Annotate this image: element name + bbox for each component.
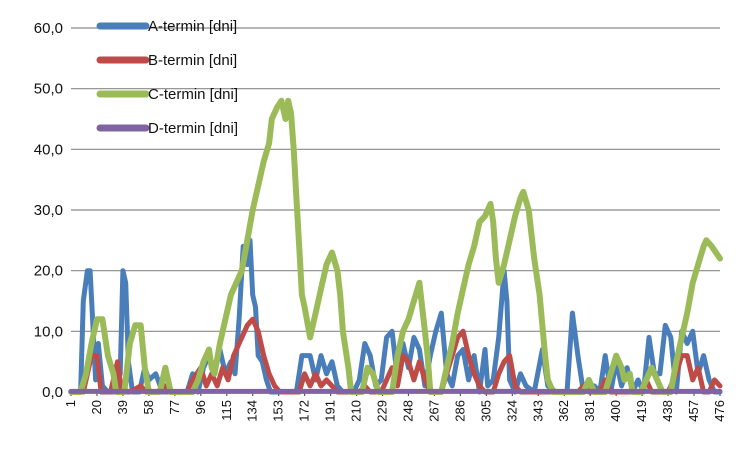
series-lines: [68, 97, 723, 395]
x-tick-label: 191: [323, 400, 338, 422]
legend-label-b: B-termin [dni]: [148, 52, 237, 69]
x-tick-label: 58: [141, 400, 156, 414]
x-tick-label: 172: [297, 400, 312, 422]
y-tick-label: 20,0: [34, 263, 63, 280]
x-tick-label: 134: [245, 400, 260, 422]
x-tick-label: 305: [478, 400, 493, 422]
x-tick-label: 381: [582, 400, 597, 422]
x-tick-label: 20: [89, 400, 104, 414]
gridlines: [71, 27, 720, 332]
x-tick-label: 1: [63, 400, 78, 407]
y-tick-label: 30,0: [34, 202, 63, 219]
x-tick-label: 248: [400, 400, 415, 422]
legend-label-a: A-termin [dni]: [148, 18, 237, 35]
y-axis-tick-labels: 0,0 10,0 20,0 30,0 40,0 50,0 60,0: [34, 20, 63, 401]
y-tick-label: 60,0: [34, 20, 63, 37]
legend-label-c: C-termin [dni]: [148, 86, 238, 103]
y-tick-label: 0,0: [42, 384, 63, 401]
x-tick-label: 210: [349, 400, 364, 422]
legend-label-d: D-termin [dni]: [148, 120, 238, 137]
x-tick-label: 324: [504, 400, 519, 422]
x-tick-label: 343: [530, 400, 545, 422]
x-tick-label: 476: [712, 400, 727, 422]
x-tick-label: 419: [634, 400, 649, 422]
x-axis-tick-labels: 1 20 39 58 77 96 115 134 153 172 191 210 229 248 267 28…: [63, 392, 727, 422]
x-tick-label: 267: [426, 400, 441, 422]
x-tick-label: 286: [452, 400, 467, 422]
x-tick-label: 96: [193, 400, 208, 414]
y-tick-label: 40,0: [34, 141, 63, 158]
x-tick-label: 362: [556, 400, 571, 422]
x-tick-label: 229: [375, 400, 390, 422]
x-tick-label: 457: [686, 400, 701, 422]
x-tick-label: 153: [271, 400, 286, 422]
y-tick-label: 50,0: [34, 81, 63, 98]
x-tick-label: 438: [660, 400, 675, 422]
x-tick-label: 115: [219, 400, 234, 421]
y-tick-label: 10,0: [34, 323, 63, 340]
x-tick-label: 400: [608, 400, 623, 422]
x-tick-label: 39: [115, 400, 130, 414]
x-tick-label: 77: [167, 400, 182, 414]
legend: A-termin [dni] B-termin [dni] C-termin [dn…: [96, 18, 238, 137]
